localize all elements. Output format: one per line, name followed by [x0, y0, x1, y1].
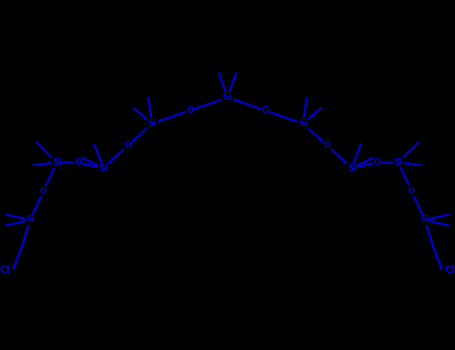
Text: O: O: [124, 141, 131, 150]
Text: O: O: [74, 158, 81, 167]
Text: Si: Si: [25, 216, 35, 224]
Text: Si: Si: [347, 163, 357, 173]
Text: Si: Si: [394, 158, 403, 167]
Text: Si: Si: [420, 216, 430, 224]
Text: Si: Si: [298, 119, 308, 128]
Text: O: O: [186, 106, 193, 115]
Text: Si: Si: [98, 163, 108, 173]
Text: Cl: Cl: [445, 265, 455, 275]
Text: O: O: [262, 106, 269, 115]
Text: O: O: [408, 187, 415, 196]
Text: Si: Si: [222, 93, 233, 102]
Text: O: O: [324, 141, 331, 150]
Text: O: O: [40, 187, 47, 196]
Text: Cl: Cl: [0, 265, 10, 275]
Text: Si: Si: [52, 158, 61, 167]
Text: Si: Si: [147, 119, 157, 128]
Text: O: O: [374, 158, 381, 167]
